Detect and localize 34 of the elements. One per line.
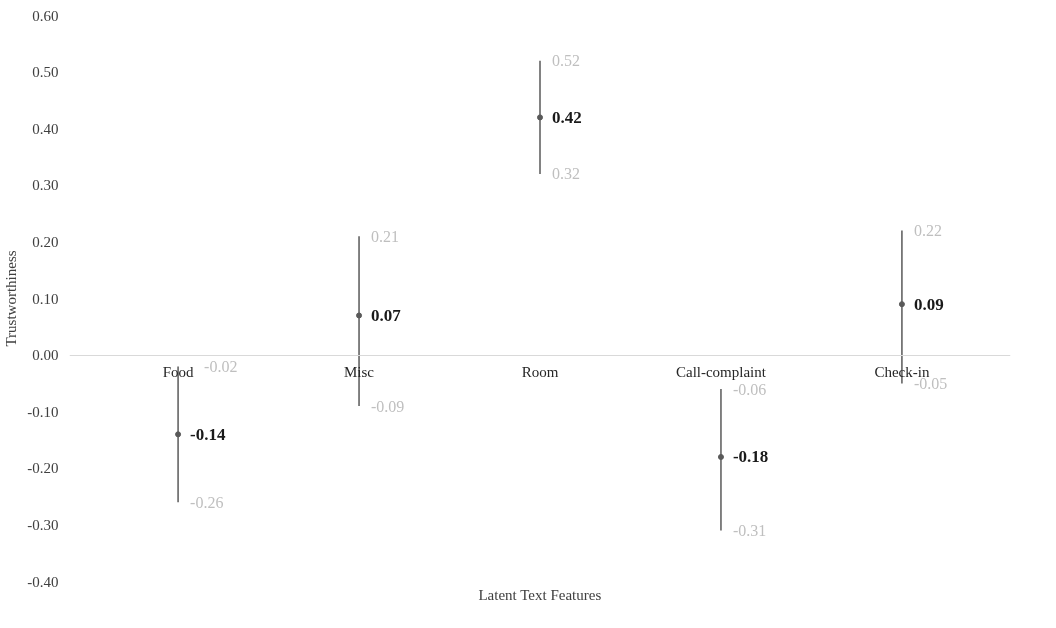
annotation: 0.52 bbox=[552, 52, 580, 70]
y-tick-label: 0.40 bbox=[32, 120, 59, 137]
annotation: -0.02 bbox=[204, 357, 238, 375]
point bbox=[175, 431, 182, 438]
x-tick-label: Room bbox=[521, 364, 559, 381]
annotation: 0.21 bbox=[371, 227, 400, 245]
point bbox=[537, 114, 543, 121]
point bbox=[356, 312, 363, 319]
annotation: -0.09 bbox=[371, 397, 405, 415]
x-tick-label: Call-complaint bbox=[675, 364, 767, 381]
y-tick-label: 0.50 bbox=[32, 64, 59, 81]
y-tick-label: -0.10 bbox=[27, 403, 59, 420]
y-axis-title: Trustworthiness bbox=[3, 250, 20, 347]
data-label: 0.09 bbox=[913, 294, 944, 314]
y-tick-label: -0.40 bbox=[27, 573, 59, 590]
point bbox=[717, 453, 724, 460]
annotation: 0.22 bbox=[913, 222, 942, 240]
annotation: -0.31 bbox=[732, 522, 767, 540]
x-axis-title: Latent Text Features bbox=[478, 586, 602, 603]
y-tick-label: 0.60 bbox=[32, 7, 59, 24]
y-tick-label: 0.00 bbox=[32, 347, 59, 364]
annotation: -0.06 bbox=[732, 380, 767, 398]
point bbox=[898, 301, 905, 308]
data-label: 0.42 bbox=[552, 107, 582, 127]
data-label: -0.18 bbox=[732, 447, 769, 467]
y-tick-label: -0.20 bbox=[27, 460, 59, 477]
annotation: -0.26 bbox=[190, 493, 224, 511]
y-tick-label: -0.30 bbox=[27, 516, 59, 533]
y-tick-label: 0.20 bbox=[32, 233, 59, 250]
y-tick-label: 0.10 bbox=[32, 290, 59, 307]
data-label: 0.07 bbox=[371, 305, 402, 325]
y-tick-label: 0.30 bbox=[32, 177, 59, 194]
data-label: -0.14 bbox=[190, 424, 226, 444]
annotation: 0.32 bbox=[552, 165, 580, 183]
